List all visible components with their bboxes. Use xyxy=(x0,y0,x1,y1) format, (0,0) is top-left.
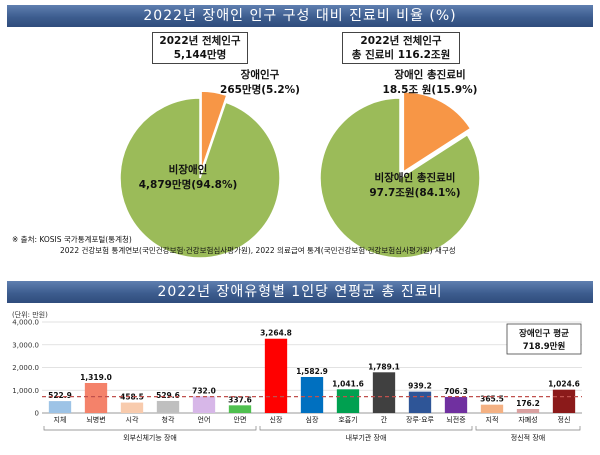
pie2-disabled-name: 장애인 총진료비 xyxy=(394,69,466,81)
pie1-nondisabled-name: 비장애인 xyxy=(168,164,208,176)
bar-value-label: 1,582.9 xyxy=(296,367,328,376)
x-tick-label: 신장 xyxy=(270,415,283,424)
y-tick-label: 1,000.0 xyxy=(12,387,39,395)
group-bracket xyxy=(43,426,257,431)
pie1-nondisabled-label: 비장애인 4,879만명(94.8%) xyxy=(128,163,248,193)
y-tick-label: 4,000.0 xyxy=(12,319,39,327)
x-tick-label: 지체 xyxy=(54,415,67,424)
x-tick-label: 지적 xyxy=(486,415,499,424)
pie1-total-box: 2022년 전체인구 5,144만명 xyxy=(152,32,248,64)
pie1-slice-2 xyxy=(119,97,281,259)
bar-value-label: 365.5 xyxy=(480,395,504,404)
pie2-disabled-value: 18.5조 원(15.9%) xyxy=(382,84,478,96)
bar-value-label: 1,319.0 xyxy=(80,373,112,382)
x-tick-label: 심장 xyxy=(306,415,319,424)
average-label-line2: 718.9만원 xyxy=(523,341,566,352)
x-tick-label: 뇌병변 xyxy=(86,415,105,424)
pie2-nondisabled-name: 비장애인 총진료비 xyxy=(374,172,456,184)
bar-정신 xyxy=(552,389,576,413)
pie1-disabled-name: 장애인구 xyxy=(240,69,280,81)
pie2-nondisabled-value: 97.7조원(84.1%) xyxy=(369,187,461,199)
top-chart-title: 2022년 장애인 인구 구성 대비 진료비 비율 (%) xyxy=(7,5,593,27)
bar-뇌병변 xyxy=(84,382,108,413)
bar-청각 xyxy=(156,400,180,413)
x-tick-label: 시각 xyxy=(126,416,139,424)
pie-1 xyxy=(119,90,281,259)
group-label: 정신적 장애 xyxy=(511,433,545,442)
bar-ylabel: (단위: 만원) xyxy=(12,310,48,319)
bar-언어 xyxy=(192,396,216,413)
bar-value-label: 529.6 xyxy=(156,391,180,400)
x-tick-label: 장루·요루 xyxy=(406,415,435,424)
group-bracket xyxy=(259,426,473,431)
pie1-slice-1 xyxy=(200,90,228,172)
bar-지적 xyxy=(480,404,504,413)
x-tick-label: 언어 xyxy=(198,415,211,424)
pie1-box-line1: 2022년 전체인구 xyxy=(159,35,241,47)
y-tick-label: 0 xyxy=(35,410,39,418)
bar-신장 xyxy=(264,338,288,413)
bar-value-label: 522.9 xyxy=(48,391,72,400)
pie-2 xyxy=(319,91,481,259)
source-line-2: 2022 건강보험 통계연보(국민건강보험·건강보험심사평가원), 2022 의… xyxy=(60,246,456,255)
bar-value-label: 732.0 xyxy=(192,386,216,395)
x-tick-label: 청각 xyxy=(162,416,175,424)
pie1-nondisabled-value: 4,879만명(94.8%) xyxy=(138,179,238,191)
pie2-slice-1 xyxy=(402,91,472,174)
x-tick-label: 간 xyxy=(381,415,388,424)
bar-안면 xyxy=(228,405,252,413)
y-tick-label: 2,000.0 xyxy=(12,364,39,372)
group-bracket xyxy=(475,426,581,431)
bar-뇌전증 xyxy=(444,396,468,413)
pie1-box-line2: 5,144만명 xyxy=(173,49,227,61)
pie2-disabled-label: 장애인 총진료비 18.5조 원(15.9%) xyxy=(370,68,490,98)
group-label: 내부기관 장애 xyxy=(346,433,387,442)
bar-호흡기 xyxy=(336,389,360,413)
bar-value-label: 458.5 xyxy=(120,393,144,402)
pie2-box-line2: 총 진료비 116.2조원 xyxy=(351,49,451,61)
pie-charts xyxy=(119,90,481,259)
bar-value-label: 337.6 xyxy=(228,395,252,404)
bar-value-label: 1,041.6 xyxy=(332,379,364,388)
pie2-box-line1: 2022년 전체인구 xyxy=(360,35,442,47)
x-tick-label: 호흡기 xyxy=(338,415,357,424)
average-label-line1: 장애인구 평균 xyxy=(519,328,569,339)
group-label: 외부신체기능 장애 xyxy=(123,433,177,442)
bar-심장 xyxy=(300,376,324,413)
pie1-disabled-label: 장애인구 265만명(5.2%) xyxy=(200,68,320,98)
x-tick-label: 정신 xyxy=(558,415,571,424)
bar-value-label: 176.2 xyxy=(516,399,540,408)
bar-chart: (단위: 만원) 0 1,000.0 2,000.0 3,000.0 4,000.0 522… xyxy=(12,310,582,442)
average-box xyxy=(506,323,582,355)
pie1-disabled-value: 265만명(5.2%) xyxy=(220,84,300,96)
x-tick-label: 자폐성 xyxy=(518,415,537,424)
pie2-nondisabled-label: 비장애인 총진료비 97.7조원(84.1%) xyxy=(350,171,480,201)
bar-value-label: 1,789.1 xyxy=(368,362,400,371)
pie2-slice-2 xyxy=(319,97,481,259)
bar-value-label: 939.2 xyxy=(408,382,432,391)
bar-value-label: 3,264.8 xyxy=(260,329,292,338)
bottom-chart-title: 2022년 장애유형별 1인당 연평균 총 진료비 xyxy=(7,281,593,303)
bar-시각 xyxy=(120,402,144,413)
bar-value-label: 706.3 xyxy=(444,387,468,396)
bar-간 xyxy=(372,372,396,413)
bar-자폐성 xyxy=(516,408,540,413)
y-tick-label: 3,000.0 xyxy=(12,341,39,349)
bar-지체 xyxy=(48,401,72,413)
pie2-total-box: 2022년 전체인구 총 진료비 116.2조원 xyxy=(342,32,460,64)
source-line-1: ※ 출처: KOSIS 국가통계포털(통계청) xyxy=(12,235,132,244)
x-tick-label: 뇌전증 xyxy=(446,415,466,424)
x-tick-label: 안면 xyxy=(234,415,247,424)
bar-value-label: 1,024.6 xyxy=(548,380,580,389)
bar-장루·요루 xyxy=(408,391,432,413)
